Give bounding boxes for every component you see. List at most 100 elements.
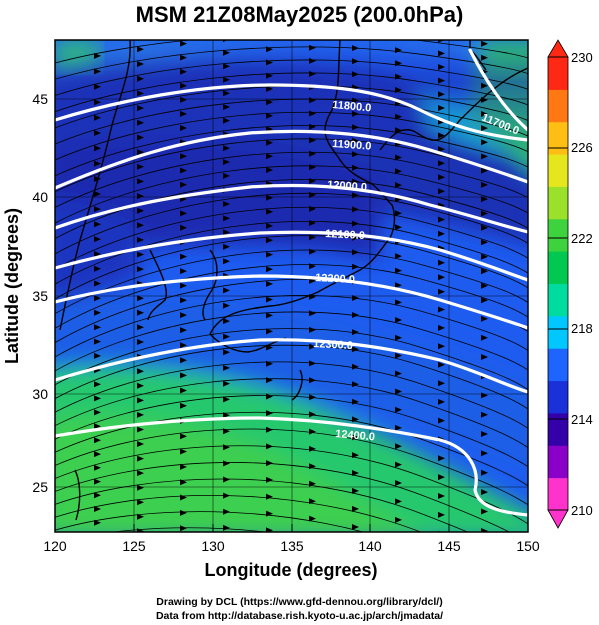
wind-arrow [94, 533, 101, 539]
wind-arrow [481, 210, 488, 217]
wind-arrow [438, 569, 445, 575]
wind-arrow [137, 222, 144, 229]
wind-arrow [266, 72, 273, 79]
wind-arrow [309, 498, 316, 505]
wind-arrow [481, 586, 488, 592]
wind-arrow [438, 398, 445, 405]
streamline [55, 59, 528, 96]
wind-arrow [481, 268, 488, 275]
wind-arrow [352, 346, 359, 353]
wind-arrow [352, 58, 359, 65]
wind-arrow [266, 393, 273, 400]
y-axis-label: Latitude (degrees) [2, 208, 22, 364]
streamline [55, 361, 528, 429]
wind-arrow [481, 111, 488, 117]
streamline [55, 98, 528, 145]
wind-arrow [438, 259, 445, 266]
wind-arrow [309, 137, 316, 144]
streamline [55, 445, 528, 525]
wind-arrow [180, 282, 187, 289]
wind-arrow [309, 57, 316, 64]
wind-arrow [223, 349, 230, 356]
temperature-field: 11700.0 11800.0 11900.0 12000.0 12100.0 … [55, 33, 528, 592]
wind-arrow [223, 492, 230, 499]
streamline [55, 206, 528, 270]
map-title: MSM 21Z08May2025 (200.0hPa) [135, 2, 464, 27]
wind-arrow [438, 105, 445, 111]
wind-arrow [352, 295, 359, 301]
wind-arrow [137, 397, 144, 404]
wind-arrow [180, 125, 187, 131]
x-tick-label: 150 [516, 538, 540, 554]
wind-arrow [395, 443, 402, 450]
wind-arrow [266, 426, 273, 433]
wind-arrow [137, 61, 144, 67]
wind-arrow [266, 86, 273, 92]
y-tick-label: 35 [32, 288, 48, 304]
wind-arrow [481, 431, 488, 437]
streamline [55, 511, 365, 532]
streamline [55, 85, 528, 129]
wind-arrow [180, 253, 187, 260]
wind-arrow [309, 360, 316, 367]
wind-arrow [438, 493, 445, 499]
wind-arrow [223, 396, 230, 403]
wind-arrow [309, 310, 316, 317]
wind-arrow [266, 312, 273, 319]
contour-label: 12400.0 [335, 428, 376, 443]
wind-arrow [223, 104, 230, 110]
wind-arrow [481, 528, 488, 532]
streamline [55, 395, 528, 468]
wind-arrow [481, 411, 488, 418]
wind-arrow [352, 505, 359, 512]
wind-arrow [352, 220, 359, 227]
wind-arrow [137, 75, 144, 82]
wind-arrow [481, 139, 488, 146]
wind-arrow [180, 181, 187, 188]
wind-arrow [309, 70, 316, 77]
wind-arrow [137, 119, 144, 126]
wind-arrow [180, 268, 187, 275]
wind-arrow [438, 50, 445, 57]
streamline [55, 378, 528, 449]
streamline [55, 311, 528, 372]
wind-arrow [438, 64, 445, 70]
wind-arrow [137, 149, 144, 156]
wind-arrow [438, 511, 445, 518]
colorbar-band [548, 477, 568, 511]
wind-arrow [137, 251, 144, 258]
wind-arrow [395, 154, 402, 161]
wind-arrow [223, 201, 230, 207]
wind-arrow [309, 394, 316, 401]
wind-arrow [438, 455, 445, 462]
wind-arrow [137, 441, 144, 447]
wind-arrow [266, 33, 273, 39]
streamline [111, 527, 269, 532]
wind-arrow [481, 239, 488, 246]
contour-label: 12000.0 [327, 179, 368, 194]
streamline [55, 428, 528, 506]
wind-arrow [94, 478, 101, 485]
wind-arrow [266, 527, 273, 532]
wind-arrow [309, 377, 316, 384]
colorbar-tick-label: 226 [571, 140, 593, 155]
wind-arrow [395, 498, 402, 505]
wind-arrow [352, 206, 359, 213]
wind-arrow [180, 525, 187, 532]
wind-arrow [180, 40, 187, 47]
wind-arrow [481, 450, 488, 457]
wind-arrow [395, 224, 402, 231]
wind-arrow [266, 328, 273, 335]
colorbar-tick-label: 210 [571, 503, 593, 518]
wind-arrow [309, 445, 316, 452]
wind-arrow [180, 342, 187, 349]
wind-arrow [94, 506, 101, 512]
wind-arrow [137, 90, 144, 97]
wind-arrow [94, 464, 101, 471]
wind-arrow [309, 480, 316, 487]
colorbar-bottom-arrow [547, 509, 569, 529]
streamline [55, 462, 510, 532]
wind-arrow [137, 455, 144, 462]
colorbar-band [548, 89, 568, 123]
wind-arrow [266, 360, 273, 367]
